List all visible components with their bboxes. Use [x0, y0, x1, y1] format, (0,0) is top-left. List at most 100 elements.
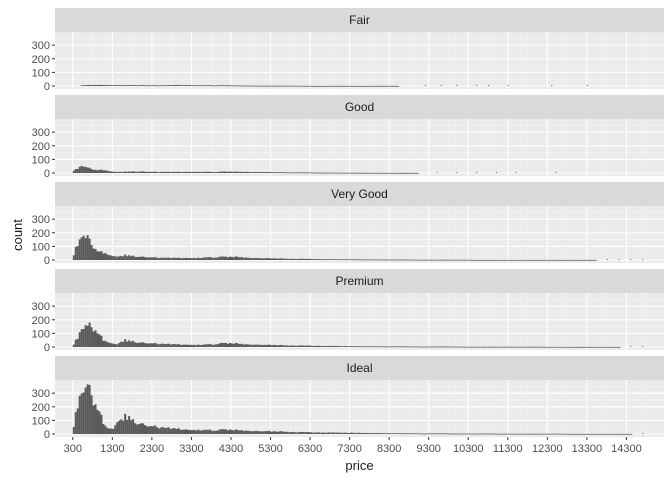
bar-premium [159, 343, 162, 347]
bar-premium [147, 343, 150, 347]
bar-premium [527, 346, 530, 348]
bar-ideal [491, 433, 494, 435]
bar-good [414, 172, 417, 174]
bar-premium [420, 346, 423, 348]
bar-ideal [434, 433, 437, 435]
bar-ideal [375, 432, 378, 434]
bar-very-good [491, 259, 494, 261]
bar-good [377, 172, 380, 174]
bar-ideal [310, 432, 313, 434]
bar-very-good [321, 259, 324, 260]
bar-good [173, 171, 176, 173]
bar-very-good [126, 256, 129, 260]
bar-very-good [519, 259, 522, 261]
bar-premium [199, 345, 202, 347]
bar-very-good [302, 258, 305, 260]
bar-very-good [642, 259, 644, 260]
bar-very-good [567, 259, 570, 261]
bar-ideal [319, 432, 322, 434]
bar-good [270, 172, 273, 174]
bar-ideal [306, 432, 309, 434]
bar-good [157, 172, 160, 173]
bar-ideal [432, 433, 435, 435]
bar-ideal [335, 432, 338, 434]
bar-ideal [72, 426, 75, 434]
bar-ideal [223, 429, 226, 434]
bar-good [379, 172, 382, 174]
bar-very-good [169, 258, 172, 260]
bar-good [300, 172, 303, 174]
bar-good [333, 172, 336, 174]
bar-ideal [428, 433, 431, 435]
bar-fair [234, 85, 237, 87]
bar-very-good [470, 259, 473, 261]
bar-good [232, 171, 235, 173]
bar-ideal [369, 433, 372, 434]
bar-premium [397, 346, 400, 348]
bar-good [325, 172, 328, 174]
x-tick-label: 12300 [532, 443, 563, 455]
bar-premium [134, 342, 137, 347]
bar-good [288, 172, 291, 174]
bar-ideal [515, 433, 518, 435]
bar-good [347, 172, 350, 174]
bar-ideal [165, 427, 168, 434]
bar-good [80, 165, 83, 173]
bar-fair [258, 85, 261, 87]
bar-premium [169, 344, 172, 347]
bar-very-good [140, 256, 142, 260]
bar-very-good [369, 259, 372, 261]
bar-premium [351, 346, 354, 347]
bar-very-good [225, 256, 228, 260]
bar-ideal [630, 433, 633, 435]
bar-very-good [292, 258, 295, 260]
bar-premium [361, 346, 364, 348]
bar-premium [533, 346, 536, 348]
bar-ideal [410, 433, 413, 435]
bar-ideal [112, 428, 115, 434]
bar-fair [282, 85, 285, 87]
bar-premium [110, 343, 113, 347]
bar-ideal [535, 433, 538, 435]
bar-fair [232, 85, 235, 87]
bar-ideal [74, 412, 77, 434]
bar-ideal [525, 433, 528, 435]
bar-premium [499, 346, 502, 348]
bar-premium [519, 346, 522, 348]
bar-good [238, 171, 241, 173]
bar-ideal [213, 430, 216, 434]
bar-very-good [359, 259, 362, 261]
bar-premium [236, 343, 239, 347]
bar-very-good [209, 256, 212, 260]
bar-fair [136, 85, 139, 87]
bar-very-good [430, 259, 433, 261]
bar-very-good [134, 256, 137, 260]
bar-ideal [128, 416, 131, 434]
bar-good [161, 171, 164, 173]
bar-good [258, 172, 261, 173]
bar-premium [181, 344, 184, 347]
bar-premium [571, 346, 574, 348]
bar-good [92, 169, 95, 173]
bar-ideal [604, 433, 607, 435]
bar-good [365, 172, 368, 174]
bar-fair [110, 85, 113, 86]
bar-ideal [602, 433, 605, 435]
bar-good [124, 171, 127, 173]
bar-good [282, 172, 285, 174]
bar-ideal [355, 432, 358, 434]
bar-very-good [507, 259, 510, 261]
bar-very-good [347, 259, 350, 261]
bar-fair [108, 85, 111, 86]
bar-ideal [379, 433, 382, 434]
bar-ideal [592, 433, 595, 435]
bar-ideal [229, 429, 231, 434]
bar-ideal [444, 433, 447, 435]
bar-fair [298, 85, 301, 87]
bar-fair [246, 85, 249, 87]
bar-ideal [408, 433, 411, 435]
bar-fair [349, 85, 352, 87]
bar-ideal [179, 429, 182, 434]
bar-premium [102, 340, 105, 347]
